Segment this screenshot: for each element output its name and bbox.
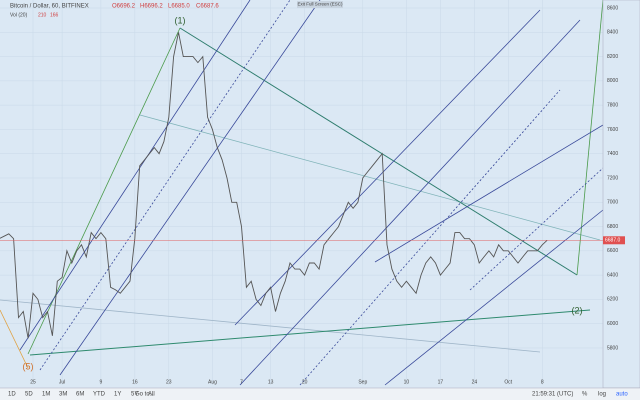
x-tick-label: 8 <box>541 379 544 385</box>
x-tick-label: 24 <box>472 379 478 385</box>
range-button[interactable]: All <box>148 392 155 398</box>
x-tick-label: Jul <box>59 379 65 385</box>
trend-line <box>374 124 604 263</box>
trend-line <box>39 0 291 371</box>
clock: 21:59:31 (UTC) <box>532 392 573 398</box>
plot <box>0 32 603 339</box>
scale-option[interactable]: auto <box>616 392 628 398</box>
range-button[interactable]: YTD <box>93 392 106 398</box>
range-button[interactable]: 1Y <box>114 392 121 398</box>
ohlc-value: C6687.6 <box>196 4 219 10</box>
volume-label: 166 <box>50 12 59 18</box>
y-tick-label: 7600 <box>607 127 618 133</box>
last-price-tag <box>603 236 625 245</box>
exit-fullscreen[interactable]: Exit Full Screen (ESC) <box>297 2 343 7</box>
y-tick-label: 8200 <box>607 54 618 60</box>
x-tick-label: 25 <box>30 379 36 385</box>
x-tick-label: 20 <box>302 379 308 385</box>
x-tick-label: 13 <box>268 379 274 385</box>
trend-line <box>29 309 591 356</box>
range-button[interactable]: 1M <box>42 392 50 398</box>
y-tick-label: 7800 <box>607 102 618 108</box>
trend-line <box>384 209 604 386</box>
bottom-toolbar <box>0 388 640 400</box>
trend-lines <box>0 0 604 386</box>
trend-line <box>576 0 604 276</box>
x-tick-label: 17 <box>438 379 444 385</box>
x-tick-label: 23 <box>166 379 172 385</box>
wave-label: (5) <box>23 361 34 371</box>
trend-line <box>179 27 578 276</box>
y-tick-label: 6000 <box>607 321 618 327</box>
y-tick-label: 6200 <box>607 297 618 303</box>
trend-line <box>0 309 29 369</box>
ohlc-value: H6696.2 <box>140 4 163 10</box>
trend-line <box>139 114 601 241</box>
y-tick-label: 8000 <box>607 78 618 84</box>
wave-label: (2) <box>572 305 583 315</box>
y-tick-label: 8400 <box>607 30 618 36</box>
y-tick-label: 6600 <box>607 248 618 254</box>
y-tick-label: 6400 <box>607 272 618 278</box>
x-tick-label: Oct <box>504 379 512 385</box>
y-tick-label: 7000 <box>607 200 618 206</box>
range-button[interactable]: 5D <box>25 392 33 398</box>
trend-line <box>59 0 321 376</box>
exit-button[interactable] <box>297 1 343 8</box>
x-tick-label: Sep <box>358 379 367 385</box>
range-button[interactable]: 6M <box>76 392 84 398</box>
trend-line <box>0 299 541 353</box>
y-tick-label: 7200 <box>607 175 618 181</box>
symbol: Bitcoin / Dollar, 60, BITFINEX <box>10 4 89 10</box>
x-tick-label: 10 <box>404 379 410 385</box>
last-price-label: 6687.0 <box>605 238 621 244</box>
ohlc-value: O6696.2 <box>112 4 136 10</box>
volume-label: 210 <box>38 12 47 18</box>
x-tick-label: 7 <box>240 379 243 385</box>
y-tick-label: 5800 <box>607 345 618 351</box>
y-tick-label: 8600 <box>607 5 618 11</box>
range-button[interactable]: 1D <box>8 392 16 398</box>
range-button[interactable]: 3M <box>59 392 67 398</box>
x-tick-label: 9 <box>100 379 103 385</box>
scale-option[interactable]: log <box>598 392 606 398</box>
y-tick-label: 7400 <box>607 151 618 157</box>
price-line <box>0 32 548 339</box>
header: O6696.2 H6696.2 L6685.0 C6687.6 Vol (20) 210 1… <box>10 4 219 19</box>
range-button[interactable]: 5Y <box>131 392 138 398</box>
x-tick-label: Aug <box>208 379 217 385</box>
goto-button[interactable]: Go to... <box>135 392 155 398</box>
volume-label: Vol (20) <box>10 12 28 18</box>
trend-line <box>234 9 541 326</box>
scale-option[interactable]: % <box>582 392 588 398</box>
x-tick-label: 16 <box>132 379 138 385</box>
trend-line <box>239 19 581 386</box>
wave-label: (1) <box>175 15 186 25</box>
ohlc-value: L6685.0 <box>168 4 190 10</box>
trend-line <box>19 0 251 351</box>
trend-line <box>299 89 561 386</box>
y-tick-label: 6800 <box>607 224 618 230</box>
